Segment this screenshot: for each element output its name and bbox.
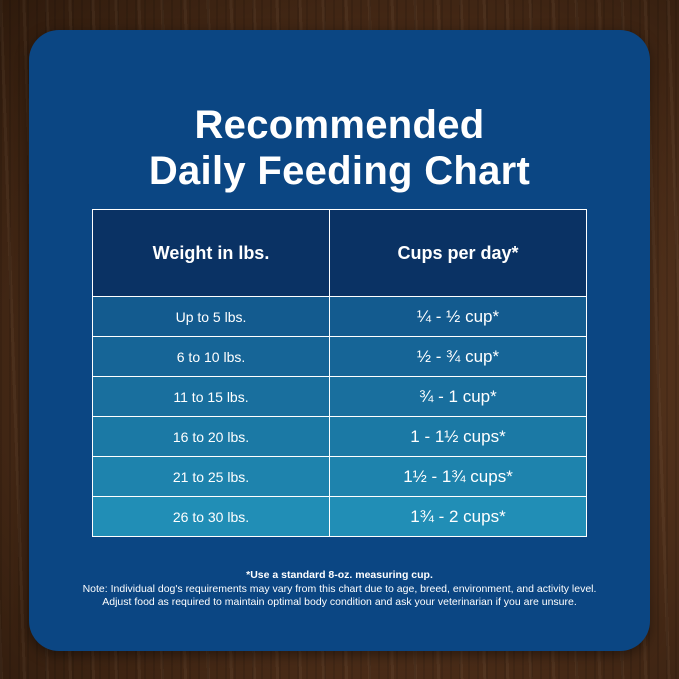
cups-cell: 1 - 1½ cups*	[329, 416, 587, 457]
measuring-cup-note: *Use a standard 8-oz. measuring cup.	[246, 569, 433, 581]
feeding-table: Weight in lbs. Cups per day* Up to 5 lbs…	[92, 209, 587, 537]
note-line-1: Note: Individual dog's requirements may …	[82, 582, 597, 595]
cups-cell: ¼ - ½ cup*	[329, 296, 587, 337]
cups-cell: ¾ - 1 cup*	[329, 376, 587, 417]
weight-cell: Up to 5 lbs.	[92, 296, 330, 337]
cups-cell: ½ - ¾ cup*	[329, 336, 587, 377]
footnote: *Use a standard 8-oz. measuring cup. Not…	[0, 569, 679, 610]
weight-cell: 6 to 10 lbs.	[92, 336, 330, 377]
title-line-1: Recommended	[194, 103, 485, 147]
table-header-row: Weight in lbs. Cups per day*	[92, 209, 587, 297]
header-cups: Cups per day*	[329, 209, 587, 297]
table-row: 6 to 10 lbs. ½ - ¾ cup*	[92, 336, 587, 377]
table-row: Up to 5 lbs. ¼ - ½ cup*	[92, 296, 587, 337]
table-row: 26 to 30 lbs. 1¾ - 2 cups*	[92, 496, 587, 537]
note-line-2: Adjust food as required to maintain opti…	[102, 596, 577, 608]
table-row: 16 to 20 lbs. 1 - 1½ cups*	[92, 416, 587, 457]
weight-cell: 11 to 15 lbs.	[92, 376, 330, 417]
title-line-2: Daily Feeding Chart	[148, 149, 531, 193]
table-row: 21 to 25 lbs. 1½ - 1¾ cups*	[92, 456, 587, 497]
weight-cell: 16 to 20 lbs.	[92, 416, 330, 457]
page-title: Recommended Daily Feeding Chart	[29, 102, 650, 194]
weight-cell: 21 to 25 lbs.	[92, 456, 330, 497]
header-weight: Weight in lbs.	[92, 209, 330, 297]
cups-cell: 1½ - 1¾ cups*	[329, 456, 587, 497]
table-row: 11 to 15 lbs. ¾ - 1 cup*	[92, 376, 587, 417]
weight-cell: 26 to 30 lbs.	[92, 496, 330, 537]
cups-cell: 1¾ - 2 cups*	[329, 496, 587, 537]
